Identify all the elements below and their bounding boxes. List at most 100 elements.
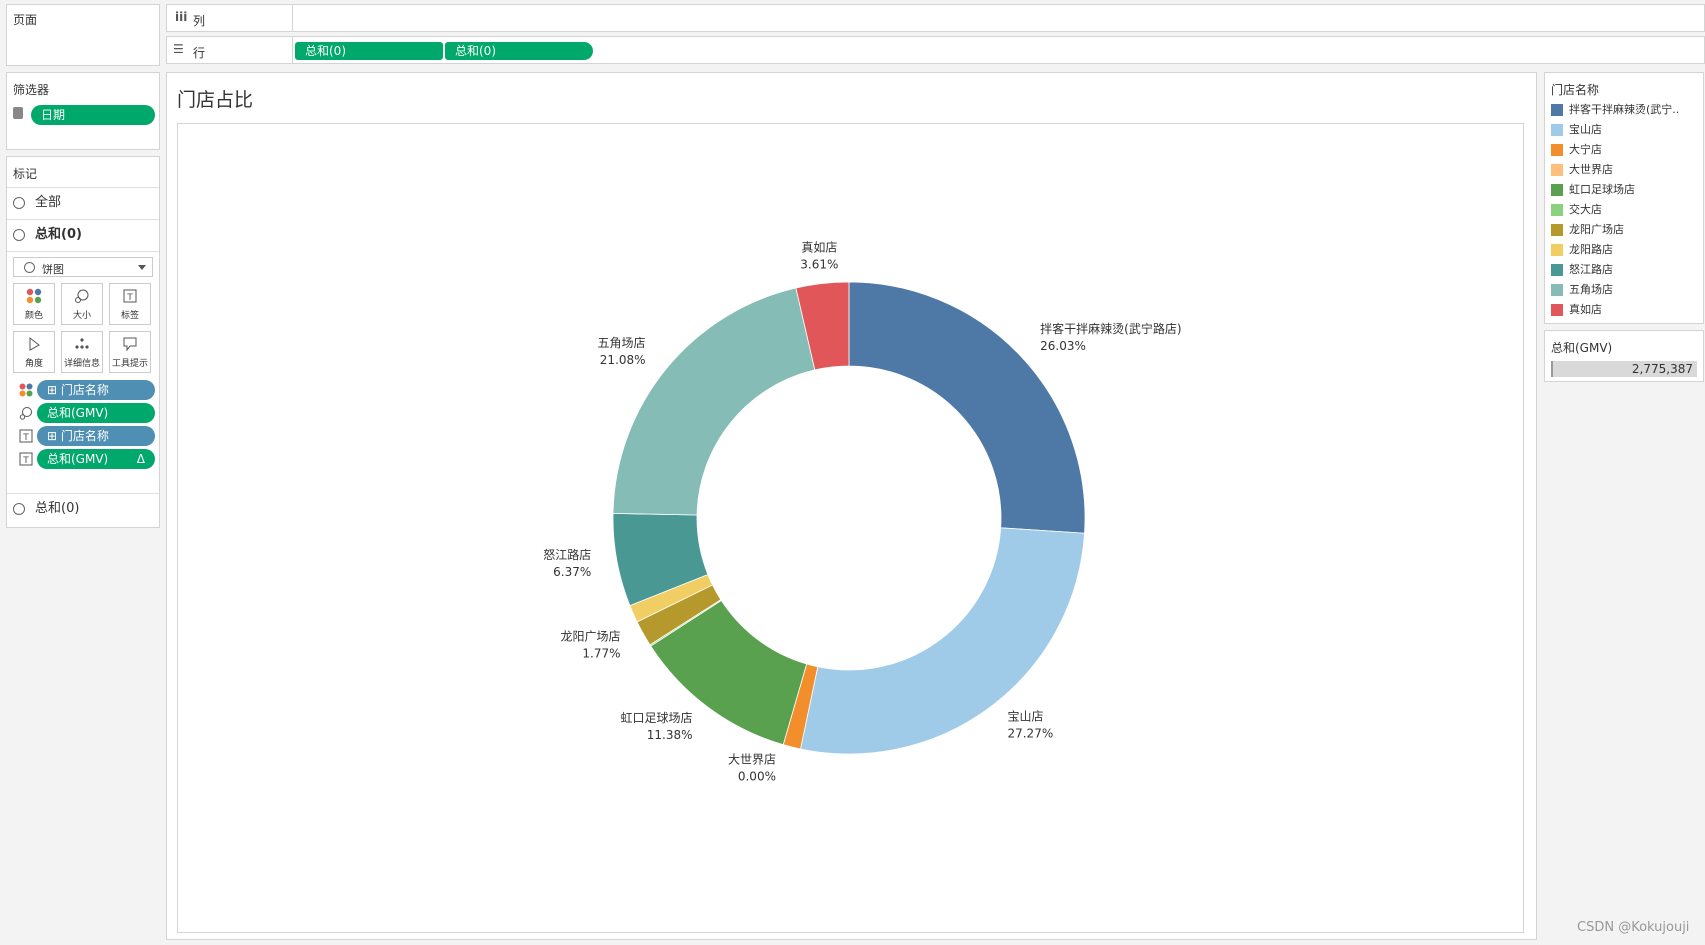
legend-label: 五角场店 [1569, 283, 1613, 296]
legend-label: 怒江路店 [1569, 263, 1613, 276]
columns-icon: iii [175, 10, 188, 24]
size-button-label: 大小 [72, 311, 91, 321]
size-field-pill[interactable]: 总和(GMV) [37, 403, 155, 423]
color-icon [19, 383, 33, 400]
detail-button-label: 详细信息 [63, 359, 100, 369]
pie-slice[interactable] [800, 527, 1085, 755]
legend-item[interactable]: 龙阳路店 [1551, 241, 1613, 259]
angle-button[interactable]: 角度 [13, 331, 55, 373]
color-button[interactable]: 颜色 [13, 283, 55, 325]
date-filter-pill[interactable]: 日期 [31, 105, 155, 125]
label-field-pill-gmv[interactable]: 总和(GMV) Δ [37, 449, 155, 469]
legend-swatch [1551, 284, 1563, 296]
legend-item[interactable]: 宝山店 [1551, 121, 1602, 139]
label-icon: T [110, 288, 150, 306]
size-legend: 总和(GMV) 2,775,387 [1544, 330, 1704, 382]
size-icon [19, 406, 33, 423]
marks-sum-label: 总和(0) [35, 227, 82, 242]
field-prefix: ⊞ [47, 429, 58, 443]
label-button-label: 标签 [120, 311, 139, 321]
marks-panel: 标记 全部 总和(0) 饼图 颜色 大小 T 标签 角度 [6, 156, 160, 528]
slice-percent-label: 6.37% [553, 565, 591, 579]
color-field-pill[interactable]: ⊞ 门店名称 [37, 380, 155, 400]
label-button[interactable]: T 标签 [109, 283, 151, 325]
legend-item[interactable]: 拌客干拌麻辣烫(武宁.. [1551, 101, 1679, 119]
field-label: 门店名称 [60, 429, 109, 443]
rows-pill-2[interactable]: 总和(0) [445, 42, 593, 60]
legend-swatch [1551, 244, 1563, 256]
color-legend: 门店名称 拌客干拌麻辣烫(武宁.. 宝山店大宁店大世界店虹口足球场店交大店龙阳广场… [1544, 72, 1704, 324]
tooltip-button-label: 工具提示 [111, 359, 148, 369]
chevron-down-icon [138, 265, 146, 270]
detail-icon [62, 336, 102, 354]
legend-swatch [1551, 224, 1563, 236]
legend-item[interactable]: 龙阳广场店 [1551, 221, 1624, 239]
mark-type-select[interactable]: 饼图 [13, 257, 153, 277]
chart-frame: 拌客干拌麻辣烫(武宁路店) 26.03% 宝山店 27.27% 大世界店 0.00% 虹口足… [177, 123, 1524, 933]
marks-bottom-sum-tab[interactable]: 总和(0) [7, 494, 157, 524]
rows-shelf[interactable]: ☰ 行 总和(0) 总和(0) [166, 36, 1705, 64]
legend-item[interactable]: 大世界店 [1551, 161, 1613, 179]
tooltip-icon [110, 336, 150, 354]
field-prefix: ⊞ [47, 383, 58, 397]
slice-name-label: 怒江路店 [543, 547, 591, 562]
legend-label: 龙阳广场店 [1569, 223, 1624, 236]
legend-label: 宝山店 [1569, 123, 1602, 136]
pie-slice[interactable] [612, 287, 816, 516]
angle-icon [14, 336, 54, 354]
slice-name-label: 五角场店 [598, 336, 646, 350]
size-legend-value: 2,775,387 [1631, 362, 1693, 376]
slice-percent-label: 1.77% [582, 646, 620, 660]
pages-panel: 页面 [6, 4, 160, 66]
size-icon [62, 288, 102, 306]
columns-divider [292, 5, 293, 31]
rows-divider [292, 37, 293, 63]
slice-percent-label: 0.00% [738, 770, 776, 784]
slice-name-label: 大世界店 [728, 753, 776, 767]
slice-percent-label: 21.08% [600, 353, 646, 367]
detail-button[interactable]: 详细信息 [61, 331, 103, 373]
watermark: CSDN @Kokujouji [1577, 920, 1690, 935]
label-field-pill-store[interactable]: ⊞ 门店名称 [37, 426, 155, 446]
legend-swatch [1551, 264, 1563, 276]
legend-item[interactable]: 虹口足球场店 [1551, 181, 1635, 199]
legend-item[interactable]: 交大店 [1551, 201, 1602, 219]
pages-title: 页面 [13, 13, 38, 27]
slice-name-label: 虹口足球场店 [621, 711, 693, 725]
filters-panel: 筛选器 日期 [6, 72, 160, 150]
marks-all-label: 全部 [35, 195, 62, 210]
legend-title: 门店名称 [1551, 83, 1600, 97]
slice-name-label: 拌客干拌麻辣烫(武宁路店) [1040, 321, 1181, 336]
rows-icon: ☰ [173, 42, 184, 56]
legend-item[interactable]: 真如店 [1551, 301, 1602, 319]
rows-label: 行 [193, 46, 206, 60]
legend-label: 大宁店 [1569, 143, 1602, 156]
columns-shelf[interactable]: iii 列 [166, 4, 1705, 32]
tooltip-button[interactable]: 工具提示 [109, 331, 151, 373]
pie-slice[interactable] [848, 281, 1086, 534]
slice-name-label: 宝山店 [1007, 710, 1043, 724]
legend-item[interactable]: 怒江路店 [1551, 261, 1613, 279]
worksheet: 门店占比 拌客干拌麻辣烫(武宁路店) 26.03% 宝山店 27.27% 大世界店 0.0… [166, 72, 1537, 940]
mark-type-value: 饼图 [42, 263, 64, 276]
size-legend-title: 总和(GMV) [1551, 341, 1613, 355]
legend-item[interactable]: 五角场店 [1551, 281, 1613, 299]
legend-label: 拌客干拌麻辣烫(武宁.. [1569, 103, 1680, 116]
date-filter-icon [13, 107, 23, 119]
marks-sum-tab[interactable]: 总和(0) [7, 220, 157, 250]
size-button[interactable]: 大小 [61, 283, 103, 325]
legend-swatch [1551, 104, 1563, 116]
field-label: 门店名称 [60, 383, 109, 397]
slice-name-label: 真如店 [801, 240, 837, 255]
rows-pill-1[interactable]: 总和(0) [295, 42, 443, 60]
pie-slice[interactable] [795, 281, 850, 371]
legend-label: 交大店 [1569, 203, 1602, 216]
legend-swatch [1551, 304, 1563, 316]
marks-all-tab[interactable]: 全部 [7, 188, 157, 218]
filters-title: 筛选器 [13, 83, 50, 97]
donut-chart: 拌客干拌麻辣烫(武宁路店) 26.03% 宝山店 27.27% 大世界店 0.00% 虹口足… [543, 240, 1181, 784]
label-icon: T [19, 452, 33, 469]
slice-percent-label: 3.61% [800, 258, 838, 272]
label-icon: T [19, 429, 33, 446]
legend-item[interactable]: 大宁店 [1551, 141, 1602, 159]
